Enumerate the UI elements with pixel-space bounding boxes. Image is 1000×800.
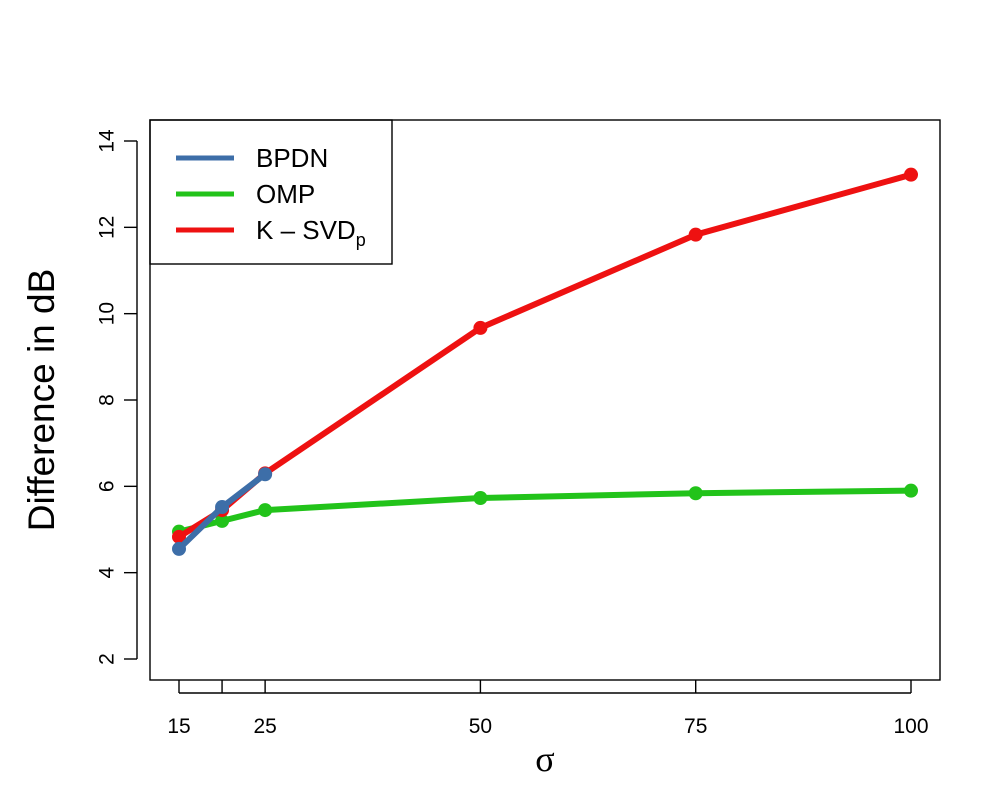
legend-item: BPDN [176, 143, 328, 173]
y-tick-label: 6 [96, 480, 119, 492]
x-axis-label: σ [535, 739, 554, 779]
data-point [904, 167, 918, 182]
series-omp [172, 483, 918, 539]
data-point [473, 320, 488, 335]
x-tick-label: 25 [253, 715, 276, 738]
legend-item: OMP [176, 179, 315, 209]
data-point [688, 227, 703, 242]
y-axis-label: Difference in dB [21, 269, 62, 532]
legend-label: K – SVDp [256, 215, 366, 250]
legend-label: BPDN [256, 143, 328, 173]
data-point [258, 503, 273, 518]
data-point [473, 490, 488, 505]
legend-item: K – SVDp [176, 215, 366, 250]
plot-frame [149, 119, 941, 681]
y-tick-label: 4 [96, 567, 119, 579]
series-bpdn [172, 467, 273, 556]
data-point [688, 486, 703, 501]
x-tick-label: 100 [893, 715, 928, 738]
y-tick-label: 12 [96, 216, 119, 239]
x-tick-label: 15 [167, 715, 190, 738]
data-point [215, 513, 230, 528]
data-point [258, 467, 273, 482]
data-point [904, 483, 918, 498]
x-tick-label: 75 [684, 715, 707, 738]
y-axis: 2 4 6 8 10 12 14 [96, 129, 138, 665]
legend-label: OMP [256, 179, 315, 209]
data-point [215, 500, 230, 515]
y-tick-label: 14 [96, 129, 119, 153]
series-layer [172, 167, 918, 556]
legend-box [149, 119, 393, 265]
x-tick-label: 50 [469, 715, 492, 738]
y-tick-label: 2 [96, 653, 119, 665]
data-point [172, 541, 186, 556]
y-tick-label: 8 [96, 394, 119, 406]
y-tick-label: 10 [96, 302, 119, 325]
series-line [176, 487, 914, 535]
data-point [172, 529, 186, 544]
legend: BPDN OMP K – SVDp [149, 119, 393, 265]
x-axis: 15 25 50 75 100 [167, 680, 929, 738]
